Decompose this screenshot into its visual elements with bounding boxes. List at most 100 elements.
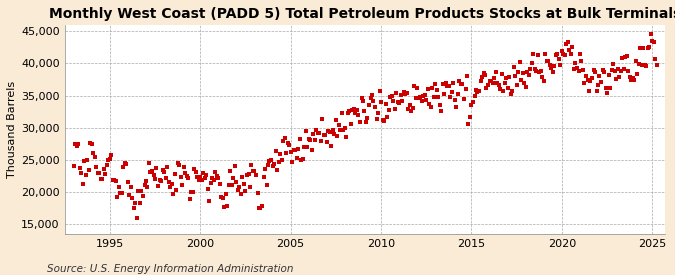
Point — [612, 67, 623, 71]
Point — [341, 135, 352, 139]
Point — [321, 140, 332, 144]
Point — [620, 55, 630, 60]
Point — [236, 192, 246, 196]
Point — [100, 172, 111, 177]
Point — [293, 147, 304, 151]
Point — [331, 118, 342, 122]
Point — [502, 86, 513, 90]
Point — [85, 141, 96, 145]
Point — [558, 51, 569, 56]
Point — [497, 89, 508, 93]
Point — [483, 83, 493, 87]
Point — [398, 90, 409, 95]
Point — [211, 173, 222, 178]
Point — [573, 69, 584, 74]
Point — [76, 171, 86, 175]
Point — [130, 200, 141, 205]
Point — [627, 76, 638, 81]
Point — [300, 128, 311, 133]
Point — [101, 163, 112, 167]
Point — [336, 111, 347, 115]
Point — [570, 61, 581, 65]
Point — [186, 190, 196, 194]
Point — [551, 53, 562, 57]
Point — [313, 131, 323, 136]
Point — [603, 73, 614, 78]
Point — [333, 123, 344, 128]
Point — [651, 62, 662, 67]
Point — [267, 164, 278, 168]
Point — [409, 84, 420, 88]
Point — [510, 74, 520, 78]
Point — [315, 139, 326, 143]
Point — [501, 76, 512, 80]
Point — [79, 159, 90, 163]
Point — [287, 160, 298, 164]
Point — [560, 53, 570, 57]
Point — [145, 169, 156, 174]
Point — [228, 175, 239, 180]
Point — [520, 85, 531, 89]
Point — [109, 177, 119, 182]
Point — [347, 108, 358, 112]
Point — [352, 108, 362, 112]
Point — [429, 95, 439, 99]
Point — [200, 173, 211, 177]
Point — [275, 152, 286, 156]
Point — [342, 111, 353, 115]
Point — [319, 133, 329, 137]
Point — [621, 53, 632, 58]
Point — [305, 138, 316, 142]
Point — [252, 191, 263, 195]
Point — [353, 112, 364, 117]
Point — [495, 87, 506, 92]
Point — [284, 143, 294, 147]
Point — [385, 95, 396, 99]
Point — [205, 181, 216, 185]
Point — [167, 192, 178, 197]
Point — [358, 98, 369, 103]
Point — [99, 166, 109, 171]
Point — [159, 170, 169, 174]
Point — [230, 163, 240, 168]
Point — [219, 205, 230, 209]
Point — [136, 188, 147, 193]
Point — [234, 185, 245, 189]
Point — [139, 182, 150, 187]
Point — [634, 45, 645, 50]
Point — [177, 183, 188, 187]
Point — [314, 130, 325, 135]
Point — [537, 75, 547, 79]
Point — [641, 64, 652, 68]
Point — [173, 163, 184, 167]
Point — [302, 144, 313, 149]
Point — [526, 61, 537, 66]
Point — [198, 170, 209, 175]
Point — [122, 180, 133, 185]
Point — [248, 169, 259, 173]
Point — [391, 90, 402, 95]
Point — [413, 96, 424, 100]
Point — [442, 84, 453, 89]
Point — [574, 51, 585, 56]
Point — [165, 185, 176, 190]
Point — [554, 57, 564, 61]
Point — [410, 95, 421, 100]
Point — [306, 148, 317, 152]
Point — [216, 195, 227, 199]
Point — [327, 128, 338, 132]
Point — [83, 168, 94, 173]
Point — [601, 91, 612, 95]
Point — [153, 184, 163, 188]
Point — [649, 40, 659, 44]
Point — [447, 89, 458, 94]
Point — [615, 69, 626, 73]
Point — [496, 72, 507, 76]
Point — [227, 183, 238, 187]
Point — [596, 80, 607, 84]
Point — [423, 87, 433, 92]
Point — [507, 89, 518, 93]
Point — [647, 39, 657, 43]
Point — [566, 51, 576, 56]
Point — [148, 173, 159, 177]
